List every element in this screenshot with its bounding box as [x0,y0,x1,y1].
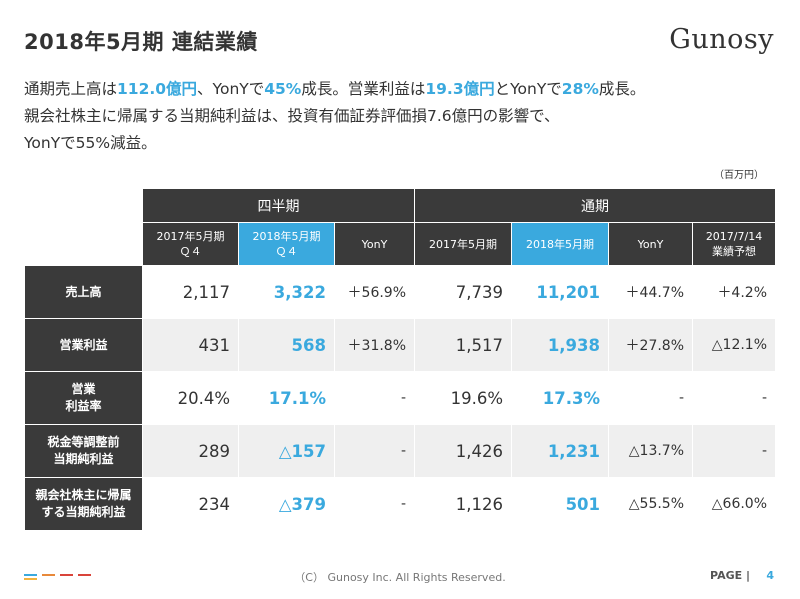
cell-f-yony: △55.5% [608,477,694,531]
col-header-f-current: 2018年5月期 [511,222,610,266]
table-row-pretax-income: 税金等調整前 当期純利益 289 △157 - 1,426 1,231 △13.7… [24,424,777,478]
cell-forecast: - [692,371,777,425]
row-header-line: 当期純利益 [53,452,114,466]
page-label: PAGE | [710,569,750,582]
cell-f-yony: ＋27.8% [608,318,694,372]
cell-q-prev: 2,117 [142,265,239,319]
cell-f-yony: ＋44.7% [608,265,694,319]
row-header: 売上高 [24,265,143,319]
cell-f-prev: 1,426 [414,424,513,478]
summary-highlight: 28% [561,80,599,98]
copyright: （C） Gunosy Inc. All Rights Reserved. [294,571,506,584]
footer-line [60,574,73,576]
row-header-line: 利益率 [65,399,102,413]
col-header-line: 2017/7/14 [705,230,763,243]
cell-forecast: △66.0% [692,477,777,531]
cell-q-yony: - [333,424,416,478]
footer-line [24,578,37,580]
page-number: 4 [766,569,774,582]
col-header-line: Ｑ４ [275,245,298,258]
cell-f-prev: 1,517 [414,318,513,372]
cell-q-current: △379 [238,477,335,531]
row-header: 親会社株主に帰属 する当期純利益 [24,477,143,531]
cell-q-prev: 20.4% [142,371,239,425]
cell-q-yony: - [333,477,416,531]
table-row-operating-income: 営業利益 431 568 ＋31.8% 1,517 1,938 ＋27.8% △… [24,318,777,372]
cell-f-current: 501 [511,477,610,531]
summary-highlight: 19.3億円 [425,80,495,98]
results-table: 四半期 通期 2017年5月期 Ｑ４ 2018年5月期 Ｑ４ YonY 2017年5… [24,188,777,531]
cell-f-prev: 7,739 [414,265,513,319]
summary-segment: 、YonYで [197,80,265,98]
cell-f-current: 1,938 [511,318,610,372]
col-header-f-prev: 2017年5月期 [414,222,513,266]
col-header-forecast: 2017/7/14 業績予想 [692,222,777,266]
cell-f-current: 1,231 [511,424,610,478]
cell-q-yony: - [333,371,416,425]
cell-q-current: 17.1% [238,371,335,425]
col-header-q-current: 2018年5月期 Ｑ４ [238,222,335,266]
unit-label: （百万円） [714,170,764,181]
summary-highlight: 45% [264,80,302,98]
company-logo: Gunosy [669,24,774,55]
col-header-line: 2017年5月期 [156,230,225,243]
cell-f-current: 17.3% [511,371,610,425]
table-row-net-sales: 売上高 2,117 3,322 ＋56.9% 7,739 11,201 ＋44.… [24,265,777,319]
summary-line-2: 親会社株主に帰属する当期純利益は、投資有価証券評価損7.6億円の影響で、 [24,107,560,125]
cell-q-current: △157 [238,424,335,478]
row-header-line: 親会社株主に帰属 [35,488,132,502]
summary-segment: 通期売上高は [24,80,118,98]
cell-q-prev: 431 [142,318,239,372]
cell-forecast: - [692,424,777,478]
cell-f-prev: 19.6% [414,371,513,425]
row-header-line: 営業 [71,382,96,396]
row-header: 税金等調整前 当期純利益 [24,424,143,478]
row-header-line: 税金等調整前 [47,435,120,449]
group-header-quarter: 四半期 [141,188,416,223]
summary-segment: 成長。 [598,80,646,98]
cell-f-yony: △13.7% [608,424,694,478]
col-header-q-prev: 2017年5月期 Ｑ４ [142,222,239,266]
summary-line-1: 通期売上高は112.0億円、YonYで45%成長。営業利益は19.3億円とYon… [24,76,784,103]
col-header-q-yony: YonY [333,222,416,266]
cell-f-prev: 1,126 [414,477,513,531]
table-row-operating-margin: 営業利益率 20.4% 17.1% - 19.6% 17.3% - - [24,371,777,425]
summary-segment: とYonYで [494,80,562,98]
footer-line [42,574,55,576]
col-header-line: 2018年5月期 [252,230,321,243]
summary-segment: 成長。営業利益は [301,80,426,98]
row-header-line: する当期純利益 [41,505,126,519]
cell-forecast: ＋4.2% [692,265,777,319]
row-header-line: 売上高 [65,284,102,299]
cell-q-prev: 234 [142,477,239,531]
group-header-full-year: 通期 [414,188,777,223]
cell-q-prev: 289 [142,424,239,478]
cell-q-current: 3,322 [238,265,335,319]
cell-forecast: △12.1% [692,318,777,372]
col-header-line: Ｑ４ [179,245,202,258]
page-title: 2018年5月期 連結業績 [24,30,258,54]
row-header: 営業 利益率 [24,371,143,425]
col-header-line: 業績予想 [712,245,757,258]
row-header: 営業利益 [24,318,143,372]
table-corner [24,188,143,223]
summary-highlight: 112.0億円 [117,80,198,98]
cell-q-yony: ＋31.8% [333,318,416,372]
summary-line-3: YonYで55%減益。 [24,134,157,152]
cell-q-yony: ＋56.9% [333,265,416,319]
table-corner [24,222,143,266]
cell-q-current: 568 [238,318,335,372]
summary-text: 通期売上高は112.0億円、YonYで45%成長。営業利益は19.3億円とYon… [24,76,784,157]
footer-line [24,574,37,576]
table-row-net-income-parent: 親会社株主に帰属 する当期純利益 234 △379 - 1,126 501 △55… [24,477,777,531]
row-header-line: 営業利益 [59,337,108,352]
cell-f-current: 11,201 [511,265,610,319]
col-header-f-yony: YonY [608,222,694,266]
cell-f-yony: - [608,371,694,425]
footer-line [78,574,91,576]
